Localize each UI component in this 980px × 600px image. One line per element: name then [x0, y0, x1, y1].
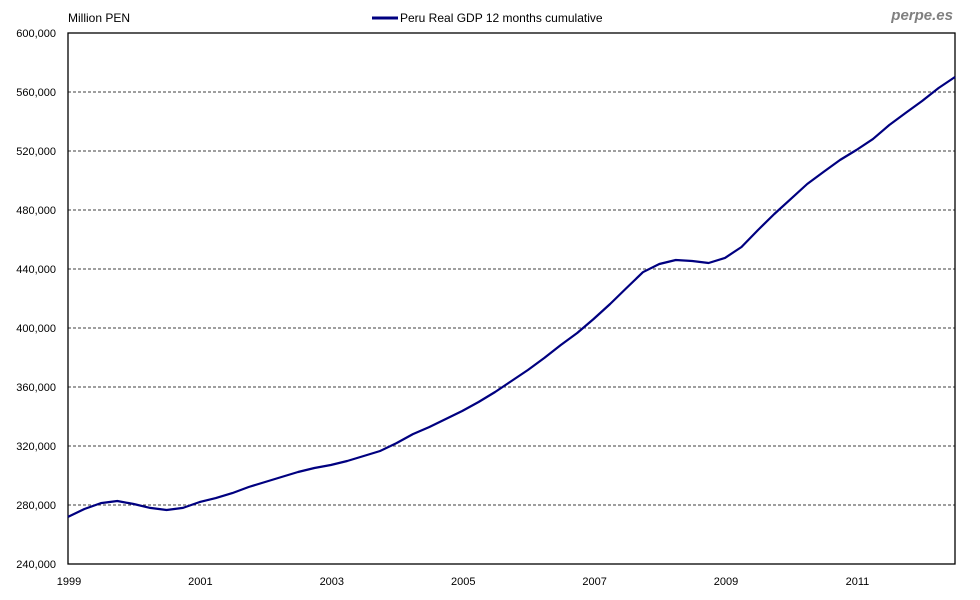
- y-tick-label: 480,000: [16, 205, 56, 217]
- y-tick-label: 600,000: [16, 28, 56, 40]
- x-tick-label: 2009: [714, 576, 738, 588]
- legend-label: Peru Real GDP 12 months cumulative: [400, 11, 603, 25]
- y-tick-label: 320,000: [16, 441, 56, 453]
- series-line-peru-real-gdp: [67, 76, 956, 518]
- y-tick-label: 560,000: [16, 87, 56, 99]
- plot-area-frame: [67, 32, 956, 565]
- legend: Peru Real GDP 12 months cumulative: [372, 11, 603, 25]
- x-tick-label: 1999: [57, 576, 81, 588]
- y-axis-label: Million PEN: [68, 11, 130, 25]
- brand-watermark: perpe.es: [890, 7, 953, 24]
- y-tick-label: 440,000: [16, 264, 56, 276]
- y-tick-label: 280,000: [16, 500, 56, 512]
- x-tick-label: 2003: [320, 576, 344, 588]
- x-tick-label: 2001: [188, 576, 212, 588]
- x-tick-label: 2007: [582, 576, 606, 588]
- y-tick-label: 240,000: [16, 559, 56, 571]
- x-tick-label: 2011: [846, 576, 870, 588]
- y-tick-label: 520,000: [16, 146, 56, 158]
- x-tick-label: 2005: [451, 576, 475, 588]
- y-tick-label: 360,000: [16, 382, 56, 394]
- y-tick-label: 400,000: [16, 323, 56, 335]
